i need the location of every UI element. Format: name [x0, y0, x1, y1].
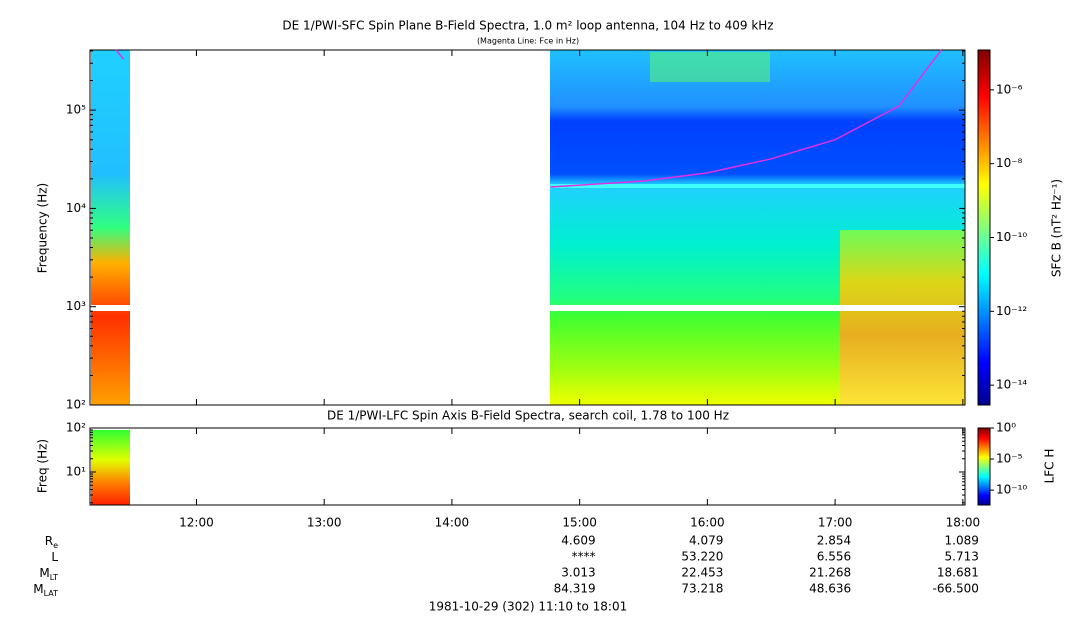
colorbar-tick-label: 10⁻¹⁰	[996, 230, 1027, 244]
ephemeris-label-main: R	[45, 534, 53, 548]
colorbar-frame	[977, 49, 991, 406]
ephemeris-value: 48.636	[809, 582, 851, 596]
y-tick-label: 10¹	[66, 465, 86, 479]
ephemeris-value: 5.713	[945, 550, 979, 564]
x-tick-label: 13:00	[307, 516, 342, 530]
colorbar-tick-label: 10⁻¹⁰	[996, 483, 1027, 497]
ephemeris-value: 4.079	[689, 534, 723, 548]
x-tick-label: 12:00	[179, 516, 214, 530]
chart-subtitle: (Magenta Line: Fce in Hz)	[477, 37, 579, 46]
colorbar-frame	[977, 427, 991, 506]
x-tick-label: 16:00	[690, 516, 725, 530]
plot-frame	[89, 427, 966, 506]
colorbar-tick-label: 10⁻⁸	[996, 156, 1023, 170]
ephemeris-value: 21.268	[809, 566, 851, 580]
fce-line	[115, 49, 942, 188]
ephemeris-value: 1.089	[945, 534, 979, 548]
x-tick-label: 15:00	[562, 516, 597, 530]
ephemeris-value: ****	[572, 550, 596, 564]
ephemeris-label: Re	[45, 534, 58, 550]
y-tick-label: 10⁴	[66, 201, 86, 215]
ephemeris-value: 18.681	[937, 566, 979, 580]
ephemeris-value: 3.013	[561, 566, 595, 580]
ephemeris-label-sub: LAT	[44, 589, 58, 598]
ephemeris-label: MLAT	[33, 582, 58, 598]
colorbar-label: LFC H	[1043, 449, 1057, 484]
y-tick-label: 10⁵	[66, 103, 86, 117]
x-tick-label: 18:00	[946, 516, 981, 530]
ephemeris-value: 6.556	[817, 550, 851, 564]
colorbar-tick-label: 10⁻¹²	[996, 304, 1027, 318]
plot-frame	[89, 49, 966, 406]
ephemeris-label-main: M	[39, 566, 49, 580]
ephemeris-label-sub: LT	[50, 573, 58, 582]
ephemeris-value: 53.220	[681, 550, 723, 564]
y-tick-label: 10²	[66, 421, 86, 435]
ephemeris-label-main: M	[33, 582, 43, 596]
y-axis-label: Frequency (Hz)	[36, 183, 50, 274]
colorbar-label: SFC B (nT² Hz⁻¹)	[1050, 179, 1064, 277]
ephemeris-label: L	[51, 550, 58, 564]
y-axis-label: Freq (Hz)	[36, 439, 50, 493]
colorbar-tick-label: 10⁻⁵	[996, 452, 1023, 466]
ephemeris-label: MLT	[39, 566, 58, 582]
ephemeris-value: 73.218	[681, 582, 723, 596]
ephemeris-value: 84.319	[554, 582, 596, 596]
ephemeris-value: -66.500	[933, 582, 979, 596]
ephemeris-label-sub: e	[53, 541, 58, 550]
colorbar-tick-label: 10⁰	[996, 421, 1016, 435]
ephemeris-label-main: L	[51, 550, 58, 564]
chart-title: DE 1/PWI-SFC Spin Plane B-Field Spectra,…	[282, 19, 773, 33]
x-tick-label: 17:00	[818, 516, 853, 530]
footer: 1981-10-29 (302) 11:10 to 18:01	[429, 600, 627, 614]
ephemeris-value: 4.609	[561, 534, 595, 548]
spectrogram-image	[91, 50, 990, 505]
colorbar-tick-label: 10⁻⁶	[996, 82, 1023, 96]
colorbar-tick-label: 10⁻¹⁴	[996, 378, 1027, 392]
x-tick-label: 14:00	[435, 516, 470, 530]
y-tick-label: 10³	[66, 299, 86, 313]
ephemeris-value: 2.854	[817, 534, 851, 548]
chart-title: DE 1/PWI-LFC Spin Axis B-Field Spectra, …	[327, 409, 729, 423]
y-tick-label: 10²	[66, 398, 86, 412]
ephemeris-value: 22.453	[681, 566, 723, 580]
